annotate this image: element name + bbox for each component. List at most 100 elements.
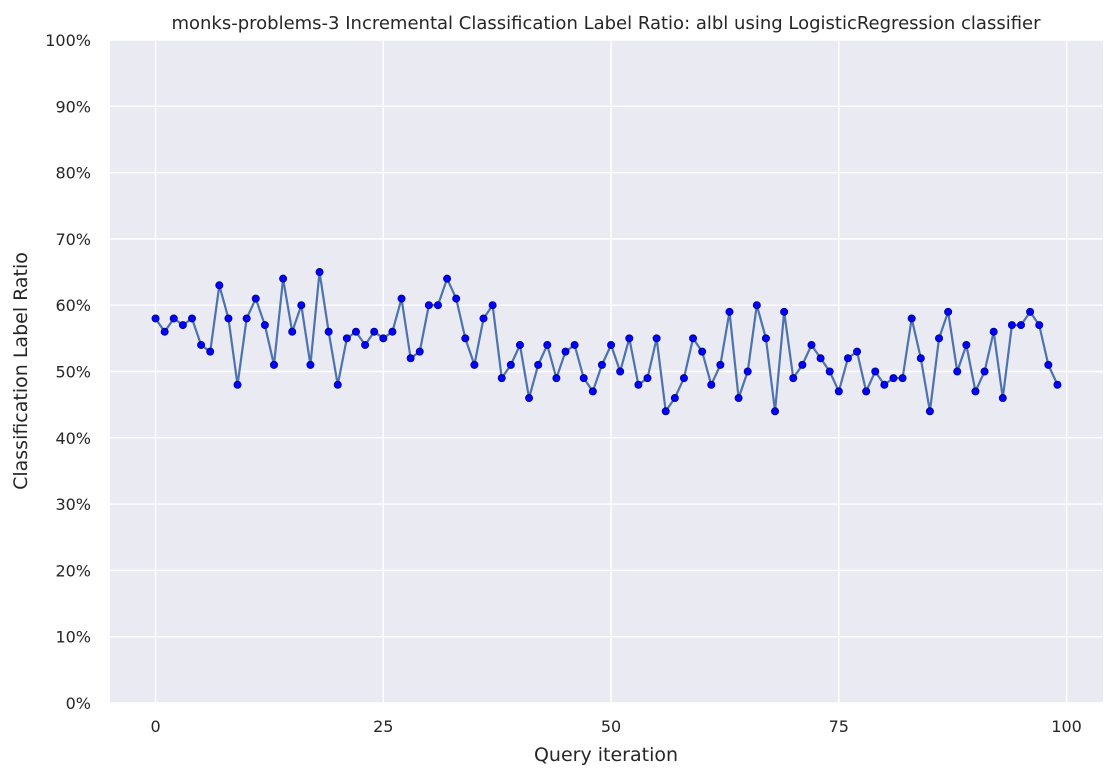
data-point — [1035, 321, 1044, 330]
data-point — [297, 301, 306, 310]
data-point — [807, 340, 816, 349]
data-point — [689, 334, 698, 343]
series-line — [154, 270, 1059, 413]
data-point — [698, 347, 707, 356]
data-point — [953, 367, 962, 376]
y-tick-label: 80% — [55, 164, 91, 183]
y-tick-label: 60% — [55, 296, 91, 315]
data-point — [497, 374, 506, 383]
data-point — [525, 394, 534, 403]
data-point — [944, 307, 953, 316]
data-point — [443, 274, 452, 283]
grid — [110, 39, 1103, 704]
data-point — [187, 314, 196, 323]
data-point — [816, 354, 825, 363]
data-point — [780, 307, 789, 316]
data-point — [1026, 307, 1035, 316]
data-point — [716, 360, 725, 369]
y-tick-label: 70% — [55, 230, 91, 249]
y-axis-title: Classification Label Ratio — [10, 252, 32, 490]
x-tick-label: 100 — [1051, 717, 1082, 736]
y-tick-label: 100% — [45, 31, 91, 50]
data-point — [543, 340, 552, 349]
data-point — [534, 360, 543, 369]
data-point — [971, 387, 980, 396]
y-tick-labels: 0% 10% 20% 30% 40% 50% 60% 70% 80% 90% 100% — [45, 31, 91, 713]
data-point — [306, 360, 315, 369]
data-point — [515, 340, 524, 349]
data-point — [761, 334, 770, 343]
data-point — [197, 340, 206, 349]
data-point — [324, 327, 333, 336]
data-point — [834, 387, 843, 396]
data-point — [206, 347, 215, 356]
data-point — [725, 307, 734, 316]
data-point — [433, 301, 442, 310]
series-layer — [151, 268, 1062, 416]
data-point — [406, 354, 415, 363]
data-point — [898, 374, 907, 383]
data-point — [579, 374, 588, 383]
data-point — [561, 347, 570, 356]
x-tick-label: 75 — [829, 717, 849, 736]
data-point — [661, 407, 670, 416]
data-point — [379, 334, 388, 343]
x-tick-label: 0 — [150, 717, 160, 736]
x-axis-title: Query iteration — [534, 744, 678, 766]
data-point — [552, 374, 561, 383]
x-tick-label: 50 — [601, 717, 621, 736]
data-point — [342, 334, 351, 343]
x-tick-labels: 0 25 50 75 100 — [150, 717, 1081, 736]
data-point — [889, 374, 898, 383]
y-tick-label: 20% — [55, 561, 91, 580]
data-point — [734, 394, 743, 403]
x-tick-label: 25 — [373, 717, 393, 736]
data-point — [643, 374, 652, 383]
data-point — [998, 394, 1007, 403]
data-point — [853, 347, 862, 356]
y-tick-label: 90% — [55, 97, 91, 116]
data-point — [825, 367, 834, 376]
data-point — [233, 380, 242, 389]
data-point — [670, 394, 679, 403]
data-point — [361, 340, 370, 349]
data-point — [980, 367, 989, 376]
data-point — [916, 354, 925, 363]
data-point — [1053, 380, 1062, 389]
data-point — [242, 314, 251, 323]
y-tick-label: 30% — [55, 495, 91, 514]
data-point — [1017, 321, 1026, 330]
y-tick-label: 50% — [55, 363, 91, 382]
data-point — [935, 334, 944, 343]
data-point — [616, 367, 625, 376]
y-tick-label: 10% — [55, 628, 91, 647]
data-point — [506, 360, 515, 369]
data-point — [634, 380, 643, 389]
data-point — [607, 340, 616, 349]
data-point — [597, 360, 606, 369]
data-point — [880, 380, 889, 389]
data-point — [907, 314, 916, 323]
data-point — [679, 374, 688, 383]
data-point — [798, 360, 807, 369]
data-point — [470, 360, 479, 369]
data-point — [652, 334, 661, 343]
data-point — [260, 321, 269, 330]
data-point — [315, 268, 324, 277]
data-point — [743, 367, 752, 376]
data-point — [488, 301, 497, 310]
data-point — [771, 407, 780, 416]
data-point — [989, 327, 998, 336]
data-point — [388, 327, 397, 336]
y-tick-label: 0% — [66, 694, 91, 713]
data-point — [424, 301, 433, 310]
data-point — [1044, 360, 1053, 369]
data-point — [279, 274, 288, 283]
data-point — [570, 340, 579, 349]
data-point — [415, 347, 424, 356]
data-point — [351, 327, 360, 336]
data-point — [160, 327, 169, 336]
data-point — [479, 314, 488, 323]
y-tick-label: 40% — [55, 429, 91, 448]
